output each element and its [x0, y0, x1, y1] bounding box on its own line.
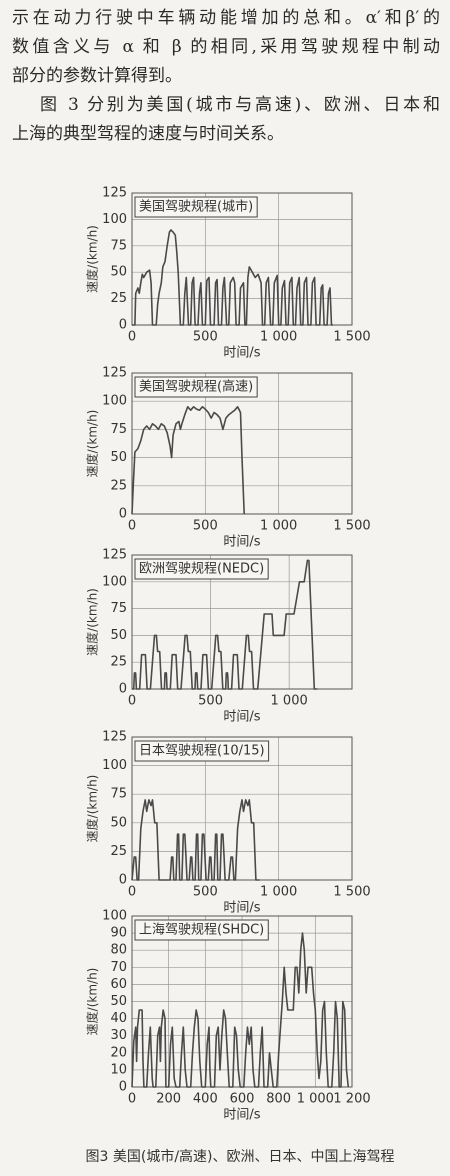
y-tick-label: 75 — [110, 787, 127, 802]
inset-title: 美国驾驶规程(高速) — [139, 379, 253, 395]
y-tick-label: 0 — [119, 873, 127, 888]
y-tick-label: 20 — [110, 1045, 127, 1060]
y-tick-label: 10 — [110, 1062, 127, 1077]
x-tick-label: 400 — [193, 1092, 218, 1107]
speed-line — [131, 406, 245, 515]
x-tick-label: 0 — [128, 330, 136, 345]
x-tick-label: 0 — [128, 694, 136, 709]
speed-line — [131, 932, 350, 1088]
text-line: 图 3 分别为美国(城市与高速)、欧洲、日本和 — [40, 95, 440, 115]
y-tick-label: 70 — [110, 960, 127, 975]
x-axis-label: 时间/s — [223, 901, 260, 916]
x-tick-label: 500 — [193, 885, 218, 900]
y-axis-label: 速度/(km/h) — [85, 968, 100, 1036]
x-tick-label: 1 500 — [333, 519, 370, 534]
y-tick-label: 75 — [110, 601, 127, 616]
inset-title: 日本驾驶规程(10/15) — [139, 744, 265, 759]
text-line: 数值含义与 α 和 β 的相同,采用驾驶规程中制动 — [12, 37, 440, 57]
text-line: 上海的典型驾程的速度与时间关系。 — [12, 124, 284, 144]
x-tick-label: 0 — [128, 519, 136, 534]
y-tick-label: 80 — [110, 943, 127, 958]
y-tick-label: 25 — [110, 655, 127, 670]
y-tick-label: 0 — [119, 1080, 127, 1095]
x-tick-label: 500 — [198, 694, 223, 709]
y-tick-label: 40 — [110, 1011, 127, 1026]
inset-title: 上海驾驶规程(SHDC) — [139, 923, 264, 938]
inset-box — [134, 919, 269, 941]
y-tick-label: 25 — [110, 478, 127, 493]
y-tick-label: 100 — [102, 574, 127, 589]
y-tick-label: 30 — [110, 1028, 127, 1043]
y-tick-label: 90 — [110, 926, 127, 941]
x-tick-label: 0 — [128, 1092, 136, 1107]
text-line: 示在动力行驶中车辆动能增加的总和。α′和β′的 — [12, 8, 440, 28]
y-tick-label: 50 — [110, 628, 127, 643]
y-tick-label: 100 — [102, 394, 127, 409]
x-axis-label: 时间/s — [223, 535, 260, 550]
inset-title: 欧洲驾驶规程(NEDC) — [139, 562, 264, 577]
y-tick-label: 125 — [102, 730, 127, 745]
speed-line — [131, 799, 260, 881]
y-tick-label: 0 — [119, 318, 127, 333]
x-tick-label: 1 000 — [260, 885, 297, 900]
x-tick-label: 0 — [128, 885, 136, 900]
y-tick-label: 60 — [110, 977, 127, 992]
x-tick-label: 500 — [193, 519, 218, 534]
y-tick-label: 50 — [110, 450, 127, 465]
y-axis-label: 速度/(km/h) — [85, 225, 100, 293]
x-axis-label: 时间/s — [223, 1108, 260, 1123]
speed-line — [132, 229, 333, 326]
plot-border — [131, 192, 353, 326]
y-tick-label: 75 — [110, 238, 127, 253]
plot-border — [131, 372, 353, 515]
x-axis-label: 时间/s — [223, 710, 260, 725]
figure-caption: 图3 美国(城市/高速)、欧洲、日本、中国上海驾程 — [86, 1148, 395, 1165]
y-tick-label: 25 — [110, 291, 127, 306]
y-axis-label: 速度/(km/h) — [85, 588, 100, 656]
inset-box — [134, 740, 270, 762]
y-axis-label: 速度/(km/h) — [85, 410, 100, 478]
y-tick-label: 100 — [102, 758, 127, 773]
inset-title: 美国驾驶规程(城市) — [139, 199, 253, 215]
y-tick-label: 75 — [110, 422, 127, 437]
y-tick-label: 25 — [110, 844, 127, 859]
x-tick-label: 1 500 — [333, 330, 370, 345]
y-tick-label: 125 — [102, 186, 127, 201]
y-tick-label: 50 — [110, 994, 127, 1009]
y-tick-label: 125 — [102, 366, 127, 381]
plot-border — [131, 736, 353, 881]
y-tick-label: 125 — [102, 548, 127, 563]
y-tick-label: 0 — [119, 682, 127, 697]
speed-line — [132, 559, 318, 690]
y-tick-label: 100 — [102, 212, 127, 227]
x-tick-label: 1 000 — [260, 330, 297, 345]
x-axis-label: 时间/s — [223, 346, 260, 361]
x-tick-label: 1 000 — [271, 694, 308, 709]
x-tick-label: 1 000 — [260, 519, 297, 534]
x-tick-label: 1 200 — [333, 1092, 370, 1107]
x-tick-label: 200 — [156, 1092, 181, 1107]
x-tick-label: 1 000 — [297, 1092, 334, 1107]
x-tick-label: 800 — [266, 1092, 291, 1107]
y-tick-label: 100 — [102, 909, 127, 924]
y-tick-label: 50 — [110, 815, 127, 830]
x-tick-label: 1 500 — [333, 885, 370, 900]
y-tick-label: 0 — [119, 507, 127, 522]
y-axis-label: 速度/(km/h) — [85, 775, 100, 843]
inset-box — [134, 558, 269, 580]
x-tick-label: 500 — [193, 330, 218, 345]
x-tick-label: 600 — [230, 1092, 255, 1107]
inset-box — [134, 376, 258, 398]
inset-box — [134, 196, 258, 218]
y-tick-label: 50 — [110, 265, 127, 280]
text-line: 部分的参数计算得到。 — [12, 66, 182, 86]
